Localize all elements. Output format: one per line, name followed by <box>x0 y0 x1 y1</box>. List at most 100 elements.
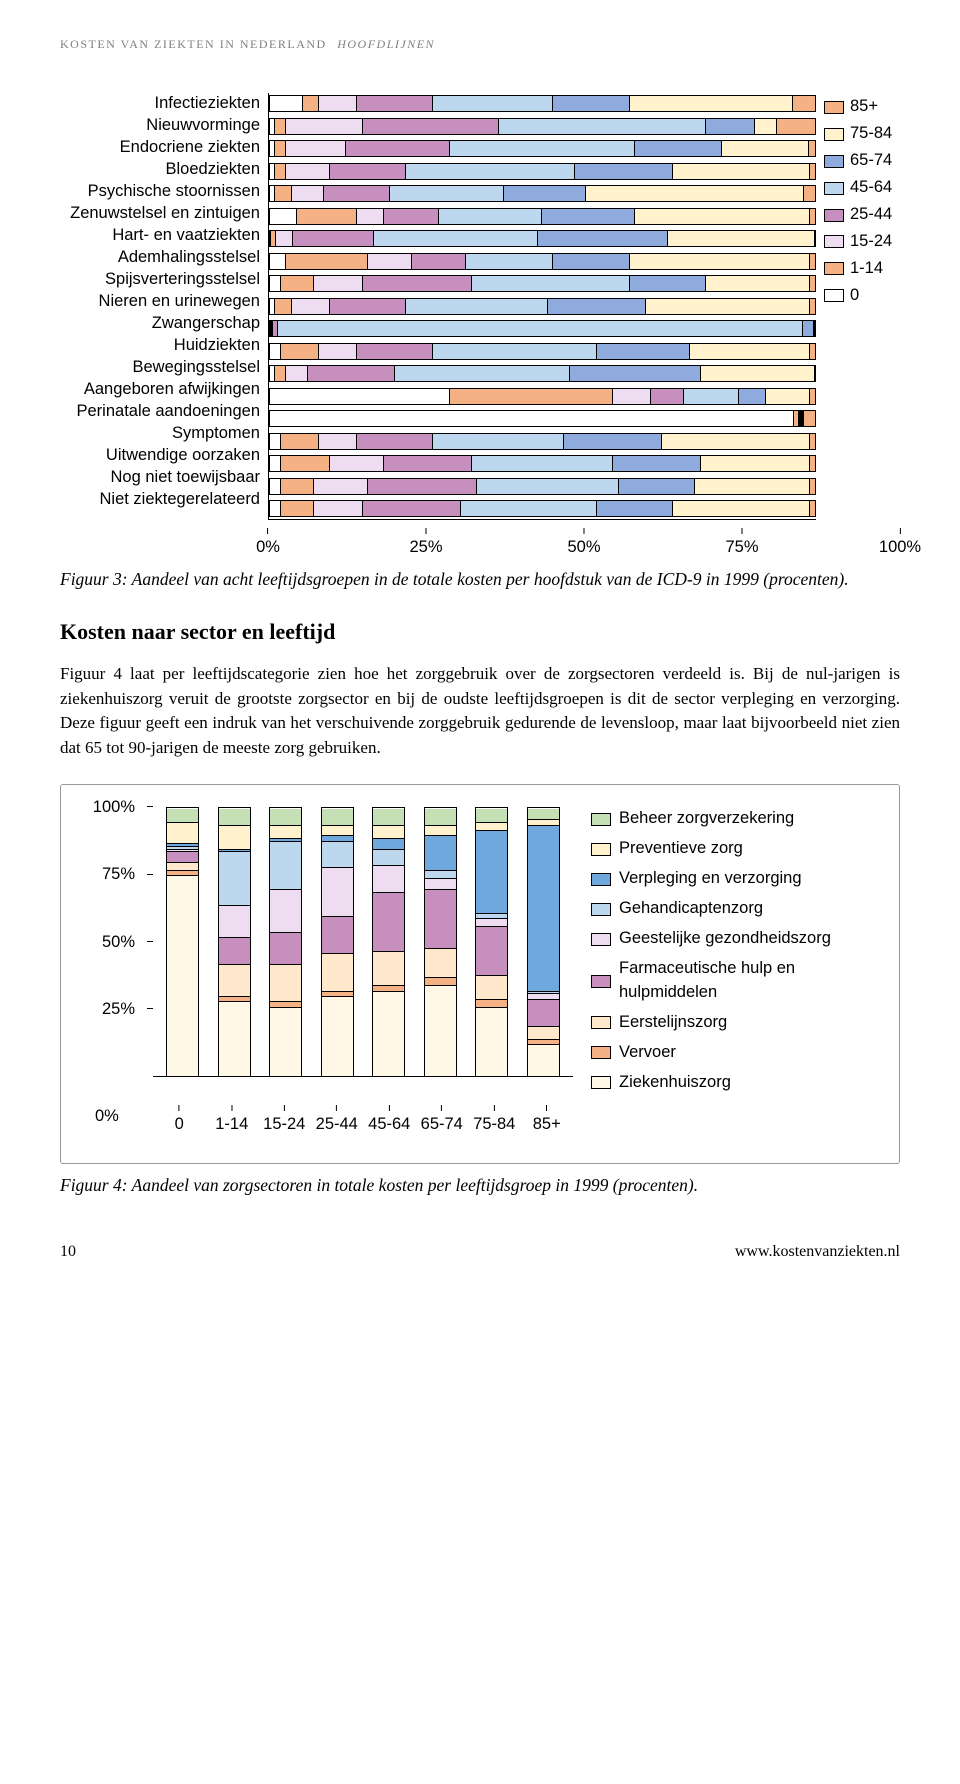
fig4-segment <box>476 822 507 830</box>
fig3-segment <box>613 456 700 471</box>
fig3-segment <box>548 299 646 314</box>
fig3-category-label: Bloedziekten <box>60 161 260 178</box>
fig3-segment <box>395 366 569 381</box>
legend-label: 1-14 <box>850 257 883 281</box>
fig3-segment <box>538 231 669 246</box>
fig4-segment <box>373 951 404 986</box>
legend-label: 65-74 <box>850 149 892 173</box>
fig3-segment <box>477 479 619 494</box>
fig3-segment <box>433 96 553 111</box>
fig3-segment <box>722 141 809 156</box>
footer-url: www.kostenvanziekten.nl <box>735 1240 900 1263</box>
page-footer: 10 www.kostenvanziekten.nl <box>60 1240 900 1263</box>
fig4-segment <box>425 977 456 985</box>
fig3-segment <box>314 501 363 516</box>
fig3-segment <box>368 479 477 494</box>
legend-label: 0 <box>850 284 859 308</box>
fig4-segment <box>270 841 301 889</box>
fig3-segment <box>673 501 809 516</box>
fig4-segment <box>476 999 507 1007</box>
legend-label: Gehandicaptenzorg <box>619 897 763 921</box>
fig4-column <box>475 807 508 1076</box>
fig4-segment <box>322 916 353 954</box>
fig3-segment <box>357 434 433 449</box>
fig3-segment <box>281 344 319 359</box>
fig3-segment <box>281 434 319 449</box>
fig4-legend-row: Eerstelijnszorg <box>591 1011 881 1035</box>
fig3-segment <box>450 141 635 156</box>
fig4-segment <box>167 809 198 822</box>
fig4-ytick: 100% <box>93 796 135 820</box>
fig3-segment <box>384 456 471 471</box>
fig3-segment <box>270 479 281 494</box>
legend-label: Eerstelijnszorg <box>619 1011 727 1035</box>
fig4-segment <box>425 825 456 836</box>
fig4-legend-row: Ziekenhuiszorg <box>591 1071 881 1095</box>
fig4-segment <box>373 892 404 951</box>
fig4-segment <box>373 825 404 838</box>
fig3-legend-row: 1-14 <box>824 257 900 281</box>
fig4-segment <box>373 809 404 825</box>
fig4-xtick: 65-74 <box>421 1105 463 1137</box>
fig3-xtick: 100% <box>879 528 921 560</box>
fig3-xtick: 75% <box>725 528 758 560</box>
figure-3-caption: Figuur 3: Aandeel van acht leeftijdsgroe… <box>60 568 900 592</box>
fig3-segment <box>281 456 330 471</box>
legend-swatch <box>824 235 844 248</box>
fig3-bar <box>269 253 816 270</box>
fig3-segment <box>690 344 810 359</box>
fig4-segment <box>528 999 559 1026</box>
fig3-segment <box>357 96 433 111</box>
fig4-segment <box>373 991 404 1077</box>
fig4-segment <box>219 809 250 825</box>
legend-label: Geestelijke gezondheidszorg <box>619 927 831 951</box>
fig4-xtick: 0 <box>175 1105 184 1137</box>
legend-swatch <box>591 903 611 916</box>
fig3-segment <box>308 366 395 381</box>
legend-swatch <box>591 933 611 946</box>
fig3-category-label: Ademhalingsstelsel <box>60 249 260 266</box>
fig3-category-label: Huidziekten <box>60 337 260 354</box>
fig3-segment <box>619 479 695 494</box>
fig3-segment <box>810 456 815 471</box>
fig4-segment <box>322 841 353 868</box>
fig4-legend-row: Farmaceutische hulp en hulpmiddelen <box>591 957 881 1005</box>
fig4-segment <box>219 964 250 996</box>
fig3-segment <box>651 389 684 404</box>
fig4-segment <box>270 1007 301 1077</box>
fig3-segment <box>597 501 673 516</box>
fig4-segment <box>476 975 507 999</box>
fig3-segment <box>270 209 297 224</box>
fig3-bar <box>269 365 816 382</box>
fig3-segment <box>810 501 815 516</box>
fig3-segment <box>275 141 286 156</box>
fig3-segment <box>803 321 814 336</box>
fig4-segment <box>476 809 507 822</box>
fig4-segment <box>219 1001 250 1076</box>
fig4-segment <box>425 889 456 948</box>
fig4-segment <box>425 809 456 825</box>
fig3-bar <box>269 455 816 472</box>
fig4-legend-row: Gehandicaptenzorg <box>591 897 881 921</box>
fig3-segment <box>270 344 281 359</box>
fig3-segment <box>706 276 810 291</box>
fig3-segment <box>270 389 450 404</box>
fig3-segment <box>472 456 614 471</box>
fig3-bar <box>269 275 816 292</box>
fig3-segment <box>286 164 330 179</box>
fig3-segment <box>810 344 815 359</box>
fig3-segment <box>286 254 368 269</box>
fig3-segment <box>701 456 810 471</box>
fig3-x-axis: 0%25%50%75%100% <box>268 528 900 560</box>
fig4-zero-label: 0% <box>95 1105 119 1129</box>
fig3-segment <box>472 276 630 291</box>
fig3-category-label: Zenuwstelsel en zintuigen <box>60 205 260 222</box>
fig3-segment <box>461 501 597 516</box>
legend-label: Preventieve zorg <box>619 837 743 861</box>
fig4-legend-row: Geestelijke gezondheidszorg <box>591 927 881 951</box>
fig3-segment <box>684 389 739 404</box>
fig4-xtick: 85+ <box>533 1105 561 1137</box>
fig3-segment <box>570 366 701 381</box>
fig3-xtick: 50% <box>567 528 600 560</box>
fig3-segment <box>275 299 291 314</box>
